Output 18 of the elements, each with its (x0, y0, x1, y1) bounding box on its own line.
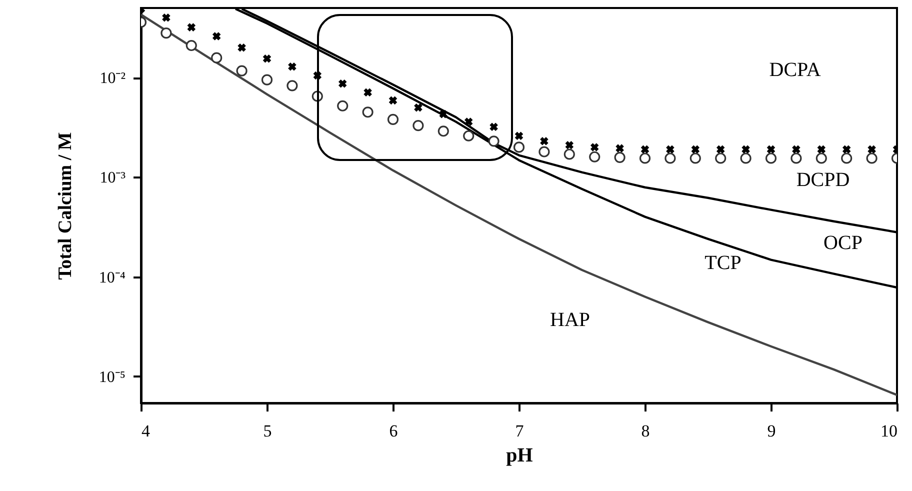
y-tick-label: 10⁻⁴ (98, 269, 126, 286)
y-tick-label: 10⁻⁵ (98, 368, 126, 386)
x-tick-label: 7 (515, 422, 524, 440)
annotation: DCPA (769, 59, 822, 81)
y-axis-title: Total Calcium / M (54, 132, 76, 280)
annotation: DCPD (796, 169, 850, 191)
x-tick-label: 8 (641, 422, 650, 440)
x-tick-label: 5 (263, 422, 272, 440)
annotation: TCP (704, 252, 742, 274)
x-tick-label: 4 (142, 422, 150, 440)
x-tick-label: 6 (389, 422, 398, 440)
x-tick-label: 10 (880, 422, 898, 440)
y-tick-label: 10⁻² (100, 70, 126, 88)
x-tick-label: 9 (767, 422, 776, 440)
y-tick-label: 10⁻³ (100, 170, 126, 187)
annotation: OCP (824, 232, 862, 254)
x-axis-title: pH (506, 444, 534, 466)
annotation: HAP (550, 309, 590, 331)
